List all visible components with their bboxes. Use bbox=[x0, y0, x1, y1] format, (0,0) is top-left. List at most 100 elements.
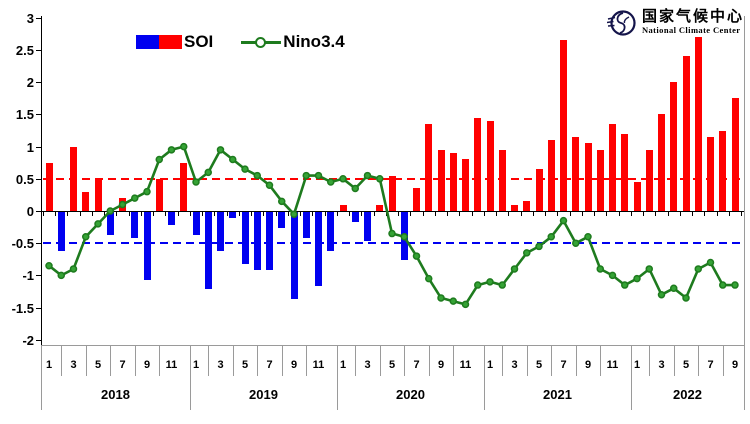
nino34-point bbox=[278, 197, 286, 206]
soi-bar bbox=[474, 117, 482, 211]
nino34-point bbox=[682, 294, 690, 302]
zero-line-category-tick bbox=[361, 211, 363, 216]
month-label: 1 bbox=[486, 359, 494, 371]
month-label: 7 bbox=[707, 359, 714, 371]
zero-line-category-tick bbox=[79, 211, 81, 216]
month-label: 5 bbox=[682, 359, 690, 371]
nino34-point bbox=[229, 155, 237, 164]
nino34-point bbox=[645, 265, 653, 273]
month-label: 11 bbox=[165, 359, 178, 371]
zero-line-category-tick bbox=[177, 211, 179, 216]
soi-bar bbox=[437, 149, 445, 211]
nino34-line bbox=[48, 145, 735, 306]
legend-label-soi: SOI bbox=[184, 32, 214, 51]
zero-line-category-tick bbox=[42, 211, 44, 216]
nino34-point bbox=[437, 294, 445, 302]
zero-line-category-tick bbox=[728, 211, 730, 216]
month-tick bbox=[404, 346, 406, 376]
zero-line-category-tick bbox=[312, 211, 314, 216]
month-tick bbox=[281, 346, 283, 376]
soi-negative-swatch bbox=[136, 34, 159, 49]
zero-line-category-tick bbox=[373, 211, 375, 216]
nino34-point bbox=[412, 252, 421, 260]
month-tick bbox=[698, 346, 700, 376]
zero-line-category-tick bbox=[496, 211, 498, 216]
nino34-point bbox=[596, 265, 604, 273]
month-tick bbox=[575, 346, 577, 376]
month-label: 11 bbox=[312, 359, 325, 371]
month-label: 7 bbox=[119, 359, 126, 371]
soi-bar bbox=[731, 98, 739, 211]
nino34-point bbox=[131, 194, 139, 202]
month-label: 3 bbox=[70, 359, 77, 371]
nino34-point bbox=[265, 181, 274, 189]
soi-bar bbox=[229, 212, 237, 219]
zero-line-category-tick bbox=[630, 211, 632, 216]
month-label: 9 bbox=[143, 359, 151, 371]
soi-bar bbox=[266, 212, 273, 270]
soi-bar bbox=[425, 124, 433, 211]
nino-line-swatch bbox=[241, 35, 282, 49]
month-label: 1 bbox=[633, 359, 641, 371]
nino34-point bbox=[204, 168, 212, 177]
zero-line-category-tick bbox=[447, 211, 449, 216]
nino34-point bbox=[82, 233, 90, 241]
bottom-axis-line bbox=[41, 345, 745, 346]
nino34-point bbox=[694, 265, 702, 273]
y-tick-label: 0.5 bbox=[15, 171, 34, 187]
month-label: 9 bbox=[731, 359, 739, 371]
zero-line-category-tick bbox=[104, 211, 106, 216]
month-tick bbox=[673, 346, 675, 376]
year-separator bbox=[190, 346, 191, 410]
nino34-point bbox=[388, 229, 396, 238]
zero-line-category-tick bbox=[165, 211, 167, 216]
soi-bar bbox=[278, 212, 286, 229]
soi-bar bbox=[241, 212, 249, 264]
month-label: 3 bbox=[511, 359, 518, 371]
y-tick-label: -2 bbox=[22, 332, 34, 348]
month-tick bbox=[722, 346, 724, 376]
zero-line-category-tick bbox=[263, 211, 265, 216]
ncc-emblem-icon bbox=[606, 10, 636, 36]
month-label: 1 bbox=[339, 359, 347, 371]
zero-line-category-tick bbox=[336, 211, 338, 216]
zero-line-category-tick bbox=[679, 211, 681, 216]
y-tick-mark bbox=[36, 17, 41, 19]
soi-bar bbox=[376, 204, 384, 211]
soi-bar bbox=[106, 212, 114, 235]
year-label: 2018 bbox=[101, 387, 130, 402]
soi-bar bbox=[364, 212, 371, 241]
y-tick-mark bbox=[36, 307, 41, 309]
nino34-point bbox=[633, 274, 641, 283]
zero-line-category-tick bbox=[434, 211, 436, 216]
zero-line-category-tick bbox=[153, 211, 155, 216]
soi-bar bbox=[180, 162, 188, 211]
month-label: 5 bbox=[535, 359, 543, 371]
year-label: 2019 bbox=[249, 387, 278, 402]
soi-bar bbox=[498, 149, 506, 211]
month-tick bbox=[526, 346, 528, 376]
year-separator bbox=[631, 346, 632, 410]
soi-bar bbox=[400, 212, 408, 261]
nino34-point bbox=[94, 220, 102, 228]
zero-line-category-tick bbox=[667, 211, 669, 216]
zero-line-category-tick bbox=[704, 211, 706, 216]
y-tick-label: 0 bbox=[26, 204, 34, 219]
month-label: 3 bbox=[658, 359, 665, 371]
nino34-point bbox=[45, 261, 53, 270]
y-tick-label: -1.5 bbox=[11, 300, 34, 316]
zero-line-category-tick bbox=[128, 211, 130, 216]
nino34-point bbox=[498, 281, 506, 289]
nino34-point bbox=[535, 242, 543, 251]
zero-line-category-tick bbox=[385, 211, 387, 216]
soi-bar bbox=[351, 212, 359, 222]
zero-line-category-tick bbox=[91, 211, 93, 216]
soi-bar bbox=[82, 191, 90, 211]
soi-positive-swatch bbox=[159, 34, 182, 49]
y-tick-mark bbox=[36, 211, 41, 212]
month-label: 3 bbox=[364, 359, 371, 371]
zero-line-category-tick bbox=[140, 211, 142, 216]
nino34-point bbox=[731, 281, 739, 289]
nino34-point bbox=[608, 271, 617, 280]
nino34-point bbox=[327, 178, 335, 186]
